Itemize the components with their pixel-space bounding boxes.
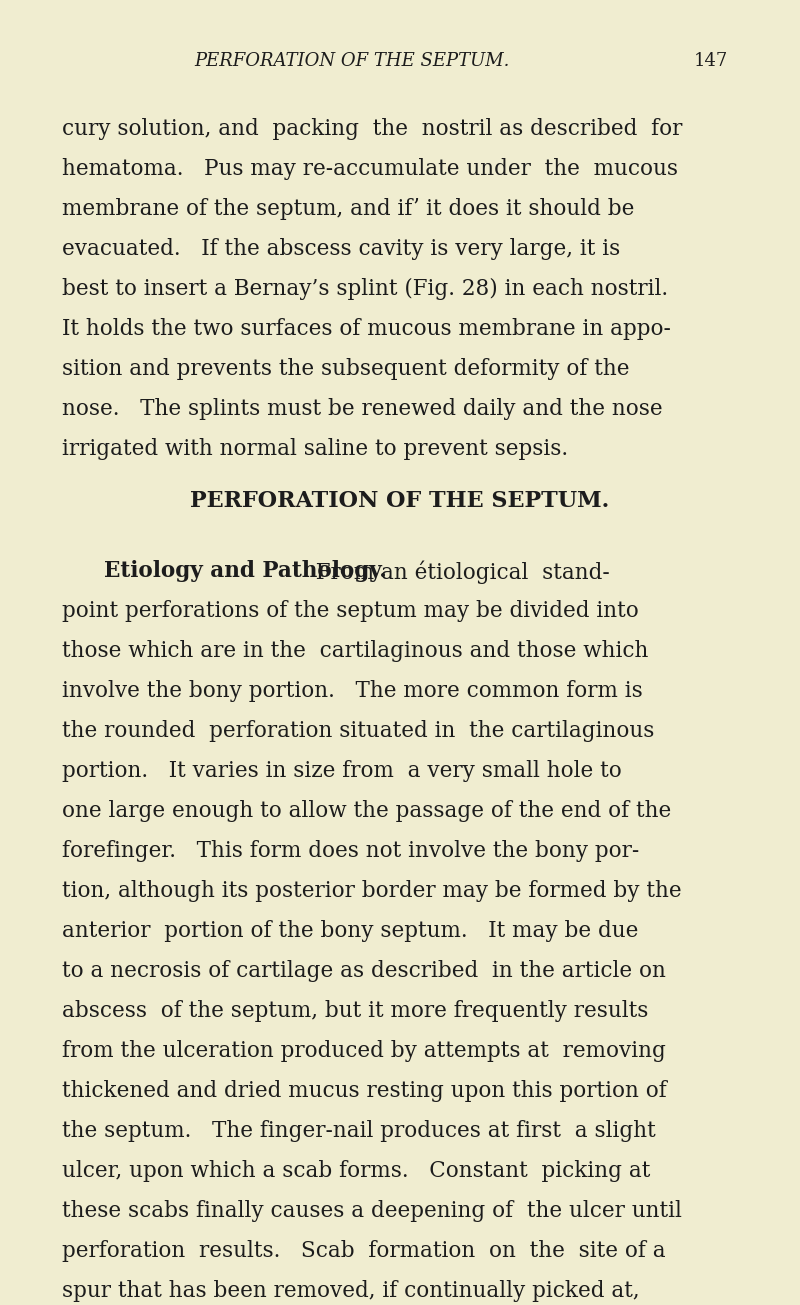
Text: to a necrosis of cartilage as described  in the article on: to a necrosis of cartilage as described … (62, 960, 666, 981)
Text: It holds the two surfaces of mucous membrane in appo-: It holds the two surfaces of mucous memb… (62, 318, 671, 341)
Text: those which are in the  cartilaginous and those which: those which are in the cartilaginous and… (62, 639, 648, 662)
Text: from the ulceration produced by attempts at  removing: from the ulceration produced by attempts… (62, 1040, 666, 1062)
Text: the septum.   The finger-nail produces at first  a slight: the septum. The finger-nail produces at … (62, 1120, 656, 1142)
Text: irrigated with normal saline to prevent sepsis.: irrigated with normal saline to prevent … (62, 438, 568, 459)
Text: PERFORATION OF THE SEPTUM.: PERFORATION OF THE SEPTUM. (194, 52, 510, 70)
Text: spur that has been removed, if continually picked at,: spur that has been removed, if continual… (62, 1280, 640, 1302)
Text: hematoma.   Pus may re-accumulate under  the  mucous: hematoma. Pus may re-accumulate under th… (62, 158, 678, 180)
Text: point perforations of the septum may be divided into: point perforations of the septum may be … (62, 600, 638, 622)
Text: one large enough to allow the passage of the end of the: one large enough to allow the passage of… (62, 800, 671, 822)
Text: forefinger.   This form does not involve the bony por-: forefinger. This form does not involve t… (62, 840, 639, 863)
Text: the rounded  perforation situated in  the cartilaginous: the rounded perforation situated in the … (62, 720, 654, 743)
Text: cury solution, and  packing  the  nostril as described  for: cury solution, and packing the nostril a… (62, 117, 682, 140)
Text: From an étiological  stand-: From an étiological stand- (302, 560, 610, 583)
Text: abscess  of the septum, but it more frequently results: abscess of the septum, but it more frequ… (62, 1000, 648, 1022)
Text: portion.   It varies in size from  a very small hole to: portion. It varies in size from a very s… (62, 760, 622, 782)
Text: ulcer, upon which a scab forms.   Constant  picking at: ulcer, upon which a scab forms. Constant… (62, 1160, 650, 1182)
Text: membrane of the septum, and ifʼ it does it should be: membrane of the septum, and ifʼ it does … (62, 198, 634, 221)
Text: involve the bony portion.   The more common form is: involve the bony portion. The more commo… (62, 680, 642, 702)
Text: these scabs finally causes a deepening of  the ulcer until: these scabs finally causes a deepening o… (62, 1201, 682, 1221)
Text: sition and prevents the subsequent deformity of the: sition and prevents the subsequent defor… (62, 358, 630, 380)
Text: Etiology and Pathology.: Etiology and Pathology. (104, 560, 386, 582)
Text: evacuated.   If the abscess cavity is very large, it is: evacuated. If the abscess cavity is very… (62, 238, 620, 260)
Text: best to insert a Bernay’s splint (Fig. 28) in each nostril.: best to insert a Bernay’s splint (Fig. 2… (62, 278, 668, 300)
Text: thickened and dried mucus resting upon this portion of: thickened and dried mucus resting upon t… (62, 1081, 666, 1101)
Text: tion, although its posterior border may be formed by the: tion, although its posterior border may … (62, 880, 682, 902)
Text: 147: 147 (694, 52, 728, 70)
Text: perforation  results.   Scab  formation  on  the  site of a: perforation results. Scab formation on t… (62, 1240, 666, 1262)
Text: PERFORATION OF THE SEPTUM.: PERFORATION OF THE SEPTUM. (190, 489, 610, 512)
Text: nose.   The splints must be renewed daily and the nose: nose. The splints must be renewed daily … (62, 398, 662, 420)
Text: anterior  portion of the bony septum.   It may be due: anterior portion of the bony septum. It … (62, 920, 638, 942)
